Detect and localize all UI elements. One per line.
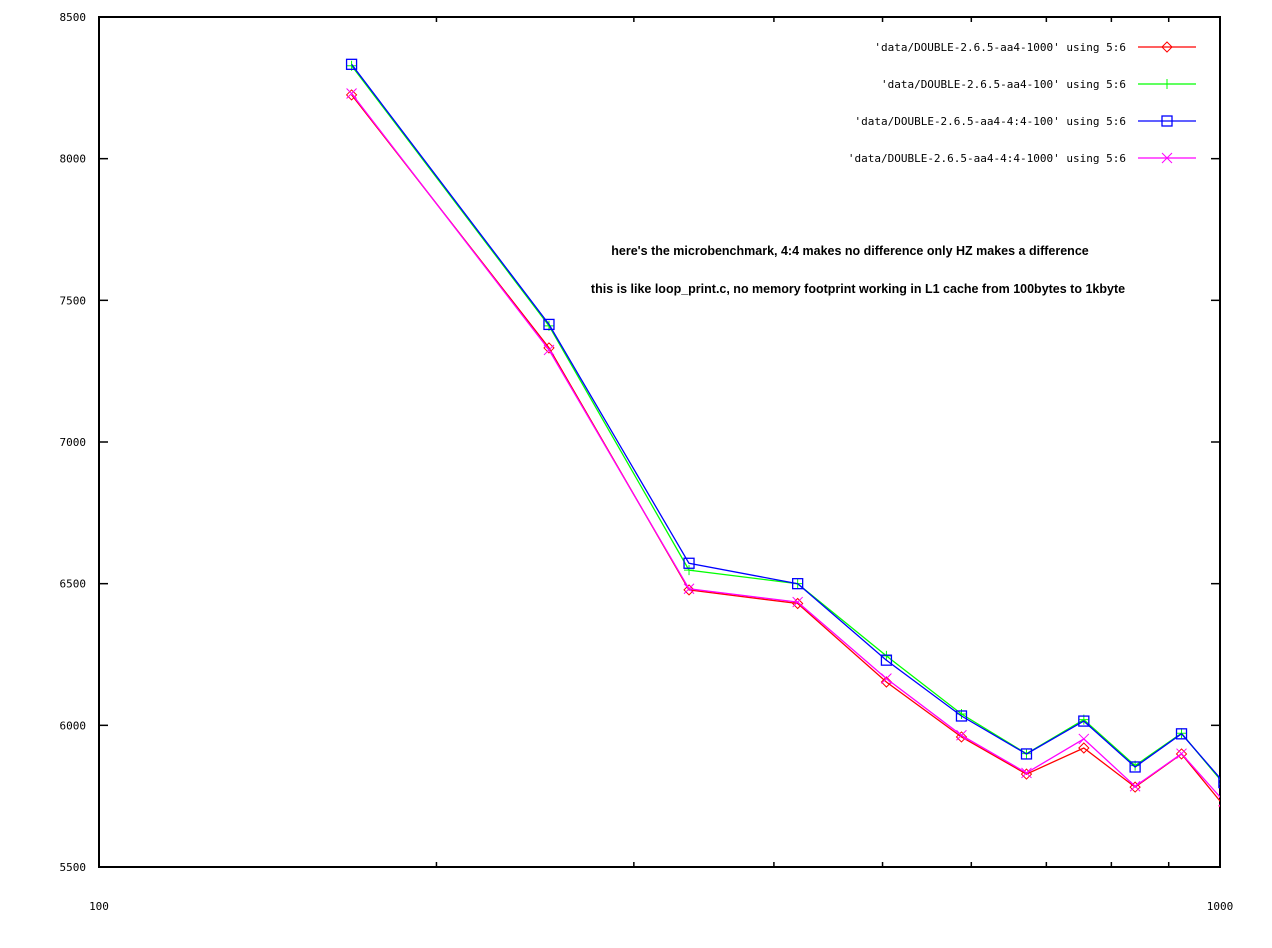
diamond-marker xyxy=(1161,41,1173,53)
cross-marker xyxy=(956,729,967,741)
cross-marker xyxy=(1176,748,1187,760)
series-line xyxy=(351,93,1220,798)
y-tick-label: 7500 xyxy=(60,294,87,307)
y-tick-label: 7000 xyxy=(60,436,87,449)
cross-marker xyxy=(1129,780,1141,792)
cross-marker xyxy=(543,344,555,356)
series-3 xyxy=(345,58,1220,789)
legend-label: 'data/DOUBLE-2.6.5-aa4-1000' using 5:6 xyxy=(874,41,1126,54)
square-marker xyxy=(792,578,804,590)
legend: 'data/DOUBLE-2.6.5-aa4-1000' using 5:6 'd… xyxy=(848,41,1196,165)
axes: 5500 6000 6500 7000 7500 8000 8500 100 1000 xyxy=(60,11,1234,913)
diamond-marker xyxy=(1175,748,1188,760)
annotation-2: this is like loop_print.c, no memory foo… xyxy=(591,282,1125,296)
series-2 xyxy=(346,60,1220,785)
y-tick-label: 6500 xyxy=(60,578,87,591)
series-4 xyxy=(346,88,1220,807)
square-marker xyxy=(1078,715,1090,727)
cross-marker xyxy=(1078,733,1090,745)
square-marker xyxy=(543,318,555,331)
series-1 xyxy=(345,89,1220,808)
cross-marker xyxy=(1161,152,1173,164)
square-marker xyxy=(1020,748,1033,760)
square-marker xyxy=(345,58,358,70)
cross-marker xyxy=(683,583,695,595)
square-marker xyxy=(1175,728,1188,740)
square-marker xyxy=(1129,761,1141,773)
y-tick-label: 8500 xyxy=(60,11,87,24)
diamond-marker xyxy=(1078,742,1090,754)
y-tick-label: 5500 xyxy=(60,861,87,874)
plus-marker xyxy=(1162,79,1172,89)
cross-marker xyxy=(346,88,357,99)
legend-label: 'data/DOUBLE-2.6.5-aa4-4:4-100' using 5:… xyxy=(854,115,1126,128)
square-marker xyxy=(683,557,695,569)
square-marker xyxy=(955,710,968,722)
x-tick-label: 100 xyxy=(89,900,109,913)
legend-label: 'data/DOUBLE-2.6.5-aa4-100' using 5:6 xyxy=(881,78,1126,91)
cross-marker xyxy=(881,673,892,684)
cross-marker xyxy=(1021,767,1032,779)
plus-marker xyxy=(684,565,695,576)
plot-area xyxy=(345,58,1220,808)
square-marker xyxy=(1218,776,1220,789)
y-tick-label: 6000 xyxy=(60,719,87,732)
annotation-1: here's the microbenchmark, 4:4 makes no … xyxy=(611,244,1089,258)
y-tick-label: 8000 xyxy=(60,153,87,166)
series-line xyxy=(351,65,1220,781)
legend-label: 'data/DOUBLE-2.6.5-aa4-4:4-1000' using 5… xyxy=(848,152,1126,165)
square-marker xyxy=(880,654,893,666)
plus-marker xyxy=(881,650,892,661)
diamond-marker xyxy=(1129,781,1141,793)
cross-marker xyxy=(792,596,804,608)
x-tick-label: 1000 xyxy=(1207,900,1234,913)
series-line xyxy=(351,94,1220,803)
square-marker xyxy=(1161,115,1173,127)
series-line xyxy=(351,63,1220,780)
